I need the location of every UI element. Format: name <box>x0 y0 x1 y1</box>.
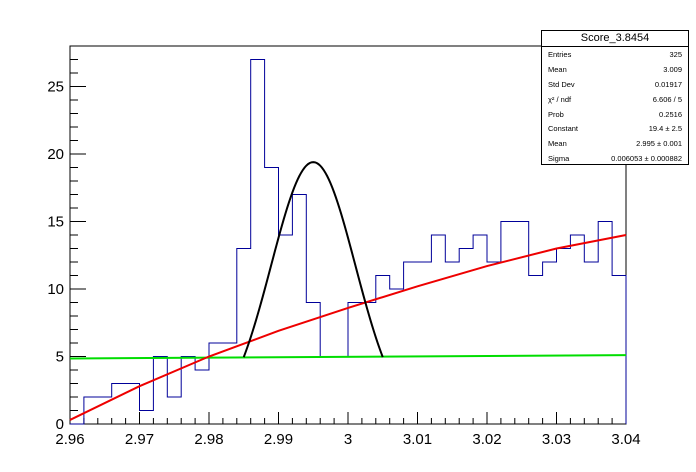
stats-value: 3.009 <box>663 64 682 74</box>
histogram-bin <box>334 357 348 425</box>
x-tick-label: 2.96 <box>55 431 84 448</box>
stats-row: Entries 325 <box>542 47 688 62</box>
histogram-bin <box>557 249 571 425</box>
stats-label: Mean <box>548 139 567 149</box>
stats-row: Constant 19.4 ± 2.5 <box>542 121 688 136</box>
histogram-bin <box>292 195 306 425</box>
histogram-bin <box>195 370 209 424</box>
histogram-bin <box>265 168 279 425</box>
red-fit-curve <box>69 234 627 421</box>
stats-label: χ² / ndf <box>548 94 572 104</box>
histogram-bin <box>237 249 251 425</box>
stats-label: Sigma <box>548 154 570 164</box>
stats-row: Std Dev 0.01917 <box>542 77 688 92</box>
histogram-bin <box>570 235 584 424</box>
x-tick-label: 3.03 <box>542 431 571 448</box>
histogram-bin <box>543 262 557 424</box>
histogram-bin <box>501 222 515 425</box>
histogram-bin <box>473 235 487 424</box>
stats-label: Std Dev <box>548 79 575 89</box>
y-tick-label: 5 <box>56 349 64 366</box>
stats-row: Mean 3.009 <box>542 62 688 77</box>
histogram-bin <box>348 303 362 425</box>
stats-label: Entries <box>548 49 572 59</box>
y-tick-label: 25 <box>47 79 64 96</box>
y-tick-label: 0 <box>56 416 64 433</box>
stats-label: Prob <box>548 109 564 119</box>
stats-title: Score_3.8454 <box>542 31 688 47</box>
histogram-bin <box>140 411 154 425</box>
stats-value: 0.01917 <box>654 79 682 89</box>
stats-value: 19.4 ± 2.5 <box>648 124 682 134</box>
stats-value: 0.2516 <box>659 109 682 119</box>
y-tick-label: 20 <box>47 146 64 163</box>
histogram-bin <box>487 262 501 424</box>
histogram-bin <box>515 222 529 425</box>
x-tick-label: 2.98 <box>194 431 223 448</box>
histogram-bin <box>598 222 612 425</box>
x-tick-label: 3.01 <box>403 431 432 448</box>
stats-value: 2.995 ± 0.001 <box>636 139 682 149</box>
x-tick-label: 3 <box>344 431 352 448</box>
histogram-bin <box>431 235 445 424</box>
histogram-bin <box>153 357 167 425</box>
stats-box: Score_3.8454 Entries 325 Mean 3.009 Std De… <box>541 30 689 165</box>
x-tick-label: 2.99 <box>264 431 293 448</box>
stats-row: Prob 0.2516 <box>542 107 688 122</box>
histogram-bin <box>251 60 265 425</box>
y-tick-label: 15 <box>47 214 64 231</box>
stats-value: 6.606 / 5 <box>652 94 682 104</box>
stats-value: 325 <box>669 49 682 59</box>
green-fit-line <box>69 354 627 360</box>
histogram-bin <box>223 343 237 424</box>
x-tick-label: 3.02 <box>472 431 501 448</box>
histogram-bin <box>529 276 543 425</box>
histogram-bin <box>167 397 181 424</box>
histogram-bin <box>112 384 126 425</box>
y-tick-label: 10 <box>47 281 64 298</box>
stats-value: 0.006053 ± 0.000882 <box>611 154 682 164</box>
x-tick-label: 2.97 <box>125 431 154 448</box>
x-tick-label: 3.04 <box>611 431 640 448</box>
histogram-series <box>70 59 627 425</box>
histogram-bin <box>445 262 459 424</box>
histogram-bin <box>612 276 626 425</box>
stats-label: Constant <box>548 124 579 134</box>
histogram-bin <box>459 249 473 425</box>
stats-row: Mean 2.995 ± 0.001 <box>542 136 688 151</box>
histogram-bin <box>362 303 376 425</box>
stats-row: χ² / ndf 6.606 / 5 <box>542 92 688 107</box>
histogram-bin <box>584 262 598 424</box>
histogram-bin <box>320 357 334 425</box>
stats-label: Mean <box>548 64 567 74</box>
gaussian-fit-curve <box>242 161 384 358</box>
stats-row: Sigma 0.006053 ± 0.000882 <box>542 151 688 166</box>
